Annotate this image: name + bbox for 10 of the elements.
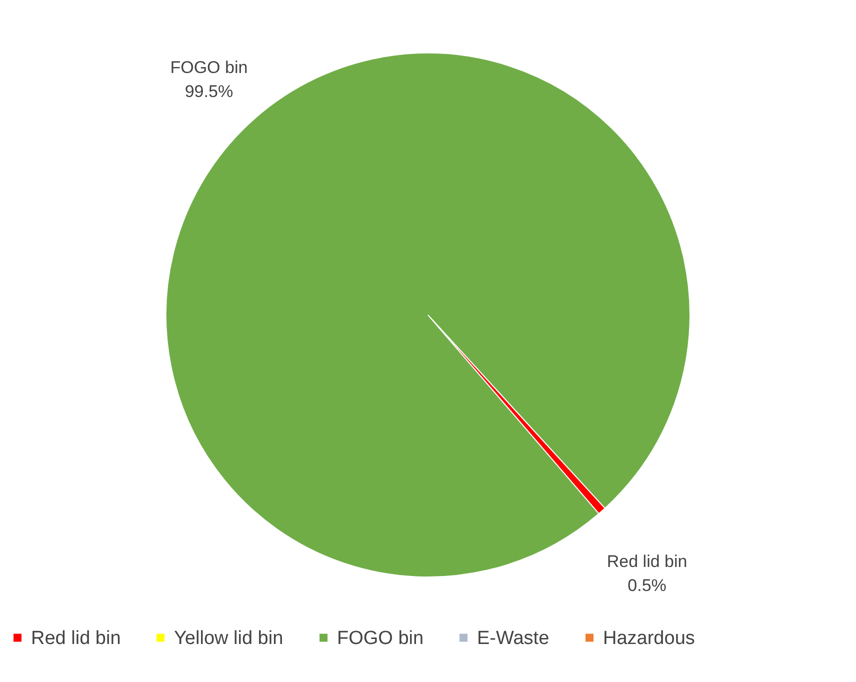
legend-label: Hazardous [603, 628, 695, 649]
data-label: 99.5% [184, 82, 234, 102]
legend-label: FOGO bin [337, 628, 424, 649]
slice-label: Red lid bin [606, 552, 688, 571]
legend-label: Red lid bin [31, 628, 121, 649]
legend-label: Yellow lid bin [174, 628, 284, 649]
data-label: 0.5% [628, 576, 666, 595]
slice-label: FOGO bin [170, 58, 248, 78]
legend-label: E-Waste [477, 628, 550, 649]
pie-slice [166, 52, 690, 578]
